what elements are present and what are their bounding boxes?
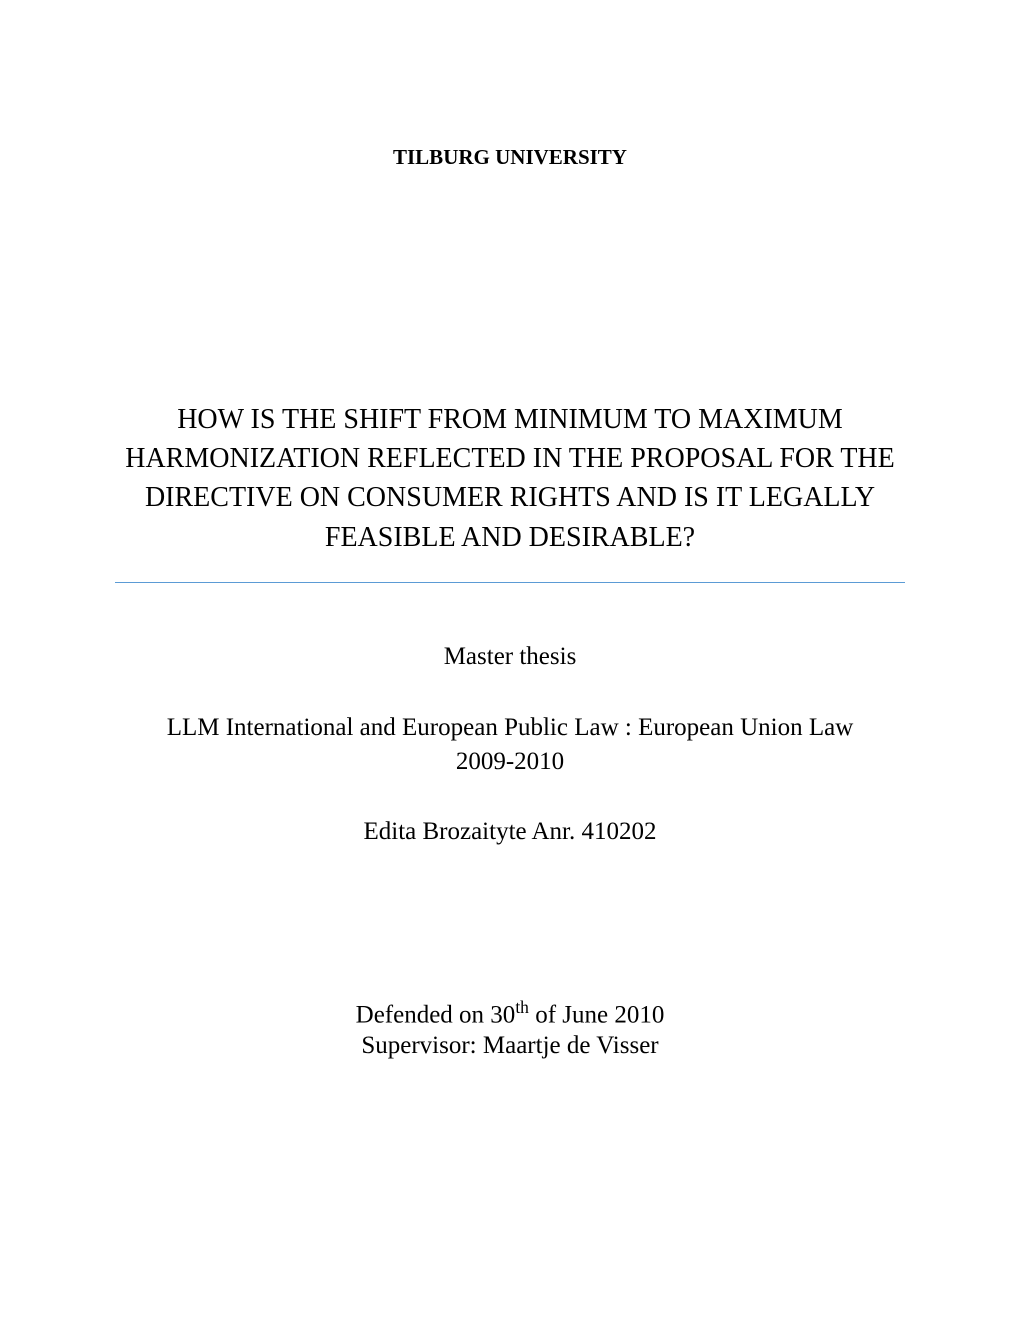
program-line-1: LLM International and European Public La… [167,714,854,741]
defended-prefix: Defended on 30 [356,1002,516,1029]
university-name: TILBURG UNIVERSITY [115,145,905,170]
thesis-type: Master thesis [115,643,905,671]
program-info: LLM International and European Public La… [115,711,905,779]
supervisor-info: Supervisor: Maartje de Visser [115,1032,905,1060]
author-info: Edita Brozaityte Anr. 410202 [115,818,905,846]
defended-superscript: th [515,997,529,1017]
defended-suffix: of June 2010 [529,1002,664,1029]
defended-date: Defended on 30th of June 2010 [115,996,905,1032]
thesis-title: HOW IS THE SHIFT FROM MINIMUM TO MAXIMUM… [115,400,905,557]
title-divider [115,582,905,583]
program-line-2: 2009-2010 [456,748,564,775]
